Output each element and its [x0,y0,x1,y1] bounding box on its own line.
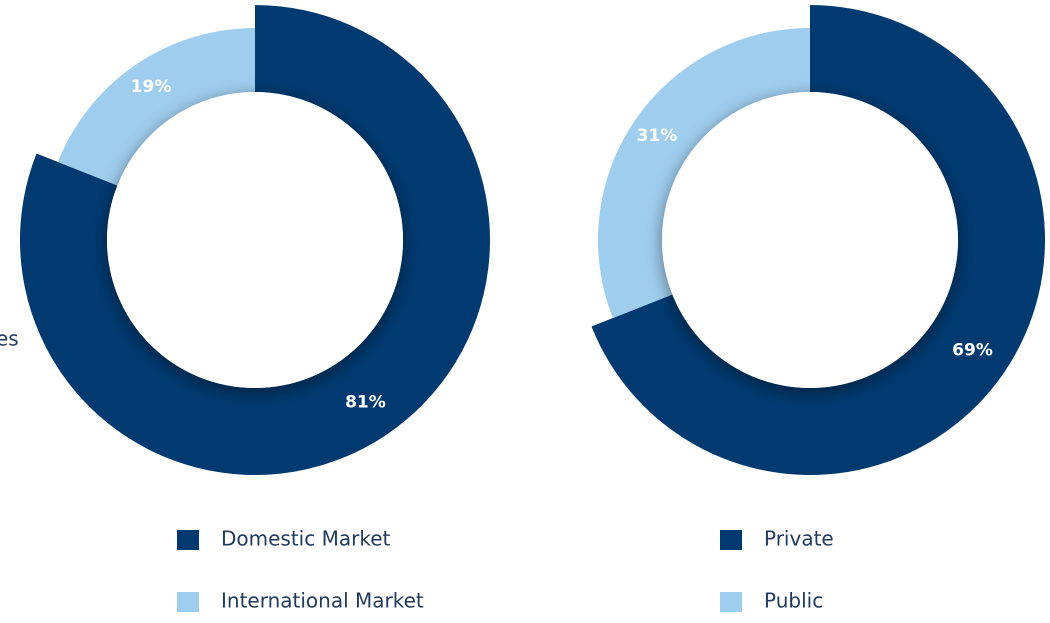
legend-swatch [720,592,742,612]
annotation: es [0,327,19,351]
value-label: 31% [637,126,678,146]
legend-swatch [720,530,742,550]
legend-label: International Market [221,589,424,613]
value-label: 81% [345,393,386,413]
donut-hole [662,92,958,388]
slice [591,5,1045,475]
slice [57,28,255,186]
legend-label: Private [764,527,834,551]
legend-swatch [177,592,199,612]
slice [597,28,810,319]
legend-label: Public [764,589,823,613]
value-label: 19% [131,77,172,97]
donut-hole [107,92,403,388]
legend-swatch [177,530,199,550]
slice [20,5,491,475]
value-label: 69% [952,340,993,360]
legend-label: Domestic Market [221,527,391,551]
